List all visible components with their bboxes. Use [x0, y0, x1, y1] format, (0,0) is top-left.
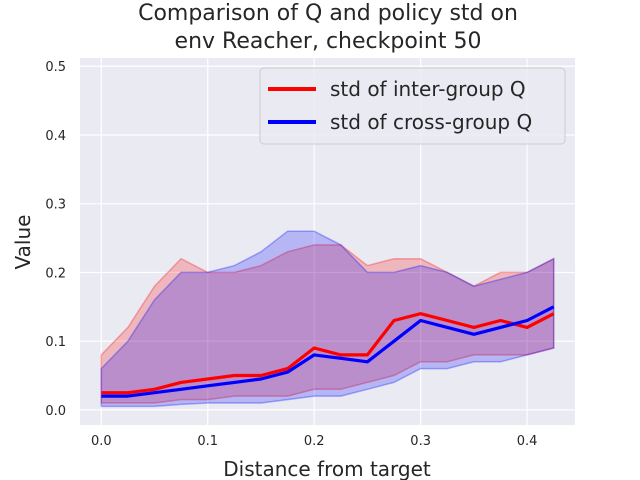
chart-title-line-1: Comparison of Q and policy std on — [138, 1, 518, 26]
legend: std of inter-group Q std of cross-group … — [259, 67, 566, 145]
series-bands — [100, 230, 555, 408]
y-tick-label: 0.5 — [45, 60, 66, 75]
x-tick-labels: 0.0 0.1 0.2 0.3 0.4 — [91, 434, 537, 449]
series-band-1 — [100, 230, 555, 408]
y-tick-label: 0.2 — [45, 266, 66, 281]
x-tick-label: 0.1 — [197, 434, 218, 449]
series-band-0 — [100, 244, 555, 404]
y-tick-label: 0.0 — [45, 404, 66, 419]
x-tick-label: 0.0 — [91, 434, 112, 449]
x-tick-label: 0.4 — [517, 434, 538, 449]
y-axis-label: Value — [11, 215, 35, 270]
chart-title-line-2: env Reacher, checkpoint 50 — [175, 29, 482, 54]
legend-label-cross-group: std of cross-group Q — [330, 110, 532, 134]
legend-label-inter-group: std of inter-group Q — [330, 77, 526, 101]
legend-box — [259, 67, 566, 145]
y-tick-labels: 0.0 0.1 0.2 0.3 0.4 0.5 — [45, 60, 66, 419]
series-line-1 — [101, 305, 555, 398]
series-line-0 — [101, 312, 555, 395]
y-tick-label: 0.1 — [45, 335, 66, 350]
x-axis-label: Distance from target — [223, 457, 431, 480]
x-tick-label: 0.3 — [410, 434, 431, 449]
x-tick-label: 0.2 — [304, 434, 325, 449]
y-tick-label: 0.3 — [45, 198, 66, 213]
series-lines — [101, 305, 555, 398]
y-tick-label: 0.4 — [45, 129, 66, 144]
